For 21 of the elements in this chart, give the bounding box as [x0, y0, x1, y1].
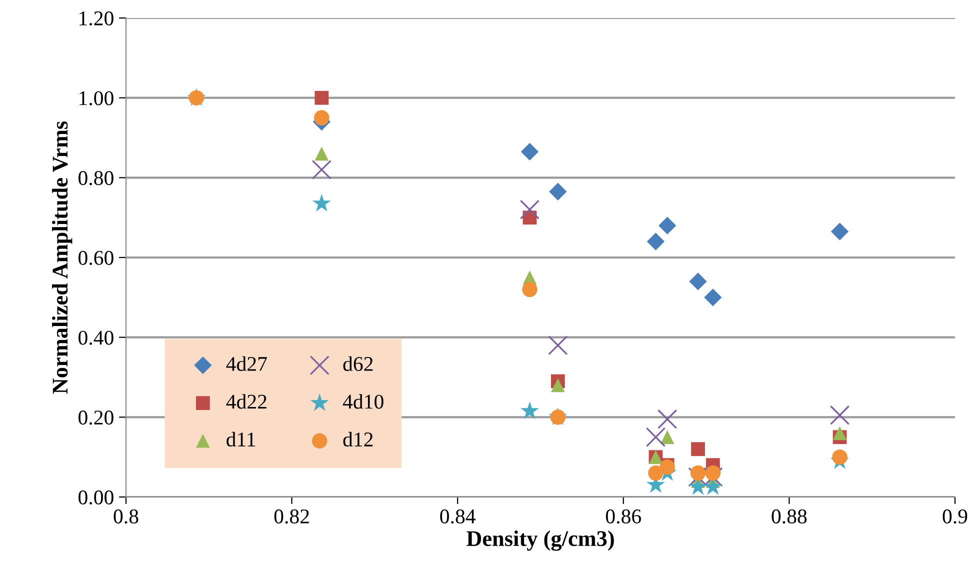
- x-tick-label: 0.8: [114, 509, 138, 524]
- y-tick-label: 0.20: [78, 410, 114, 425]
- x-tick-label: 0.9: [942, 509, 968, 524]
- legend-label: d12: [343, 432, 373, 447]
- y-tick-label: 0.60: [78, 250, 114, 266]
- x-tick-label: 0.88: [772, 509, 807, 524]
- y-axis-title: Normalized Amplitude Vrms: [52, 121, 72, 394]
- x-tick-label: 0.84: [440, 509, 476, 524]
- legend-label: 4d10: [342, 394, 384, 409]
- y-tick-label: 0.40: [78, 330, 114, 345]
- x-tick-label: 0.82: [274, 509, 309, 524]
- legend-label: 4d22: [226, 394, 266, 409]
- legend-label: d62: [343, 356, 373, 371]
- y-tick-label: 1.00: [80, 91, 114, 106]
- y-tick-label: 1.20: [80, 11, 114, 26]
- y-tick-label: 0.80: [78, 171, 114, 186]
- y-tick-label: 0.00: [78, 490, 114, 505]
- x-tick-label: 0.86: [606, 509, 642, 524]
- legend-label: 4d27: [226, 356, 267, 371]
- x-axis-title: Density (g/cm3): [466, 530, 614, 551]
- legend-label: d11: [226, 432, 256, 447]
